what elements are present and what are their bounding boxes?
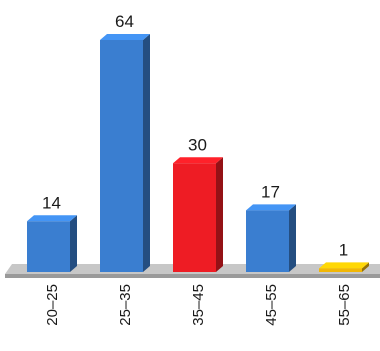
data-label: 30 xyxy=(188,135,207,154)
bar-side xyxy=(216,157,223,272)
x-tick-label: 20–25 xyxy=(44,284,61,326)
bar-top xyxy=(100,34,150,40)
bars xyxy=(27,34,369,272)
data-label: 1 xyxy=(339,240,348,259)
data-label: 64 xyxy=(115,12,134,31)
bar-side xyxy=(70,215,77,272)
bar-front xyxy=(100,40,143,272)
bar-top xyxy=(319,262,369,269)
bar-top xyxy=(173,157,223,164)
x-tick-label: 55–65 xyxy=(336,284,353,326)
bar-top xyxy=(246,204,296,211)
x-tick-label: 25–35 xyxy=(117,284,134,326)
bar-45–55 xyxy=(246,204,296,272)
x-axis-tick-labels: 20–25 25–35 35–45 45–55 55–65 xyxy=(44,284,353,326)
bar-front xyxy=(27,221,70,272)
bar-front xyxy=(319,268,362,272)
bar-front xyxy=(246,210,289,272)
bar-front xyxy=(173,163,216,272)
bar-25–35 xyxy=(100,34,150,272)
data-label: 17 xyxy=(261,182,280,201)
data-labels: 14 64 30 17 1 xyxy=(42,12,348,259)
x-tick-label: 35–45 xyxy=(190,284,207,326)
bar-side xyxy=(143,34,150,272)
bar-top xyxy=(27,215,77,222)
bar-side xyxy=(362,262,369,272)
bar-55–65 xyxy=(319,262,369,272)
bar-20–25 xyxy=(27,215,77,272)
data-label: 14 xyxy=(42,193,61,212)
floor-edge xyxy=(5,274,380,278)
x-tick-label: 45–55 xyxy=(263,284,280,326)
bar-side xyxy=(289,204,296,272)
bar-35–45 xyxy=(173,157,223,272)
